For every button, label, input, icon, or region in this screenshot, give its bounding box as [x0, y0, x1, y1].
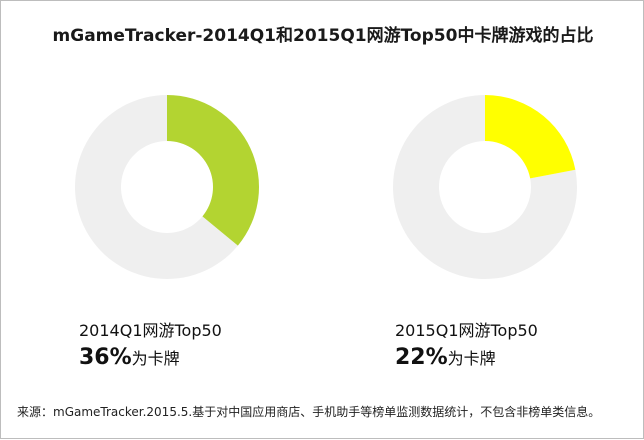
value-label: 22%为卡牌 [395, 345, 538, 370]
donut-slice-other [393, 95, 578, 280]
series-label: 2015Q1网游Top50 [395, 321, 538, 340]
donut-label-2015q1: 2015Q1网游Top50 22%为卡牌 [395, 317, 538, 370]
percent-value: 22% [395, 345, 448, 370]
donut-chart-2014q1 [75, 95, 259, 279]
donut-chart-2015q1 [393, 95, 578, 280]
donut-slice-card-games [485, 95, 576, 179]
source-note: 来源：mGameTracker.2015.5.基于对中国应用商店、手机助手等榜单… [17, 405, 601, 419]
percent-value: 36% [79, 345, 132, 370]
donut-slice-card-games [167, 95, 259, 246]
series-label: 2014Q1网游Top50 [79, 321, 222, 340]
donut-label-2014q1: 2014Q1网游Top50 36%为卡牌 [79, 317, 222, 370]
chart-title: mGameTracker-2014Q1和2015Q1网游Top50中卡牌游戏的占… [52, 26, 594, 46]
value-suffix: 为卡牌 [447, 349, 496, 368]
donut-slice-other [75, 95, 238, 279]
value-label: 36%为卡牌 [79, 345, 222, 370]
value-suffix: 为卡牌 [131, 349, 180, 368]
